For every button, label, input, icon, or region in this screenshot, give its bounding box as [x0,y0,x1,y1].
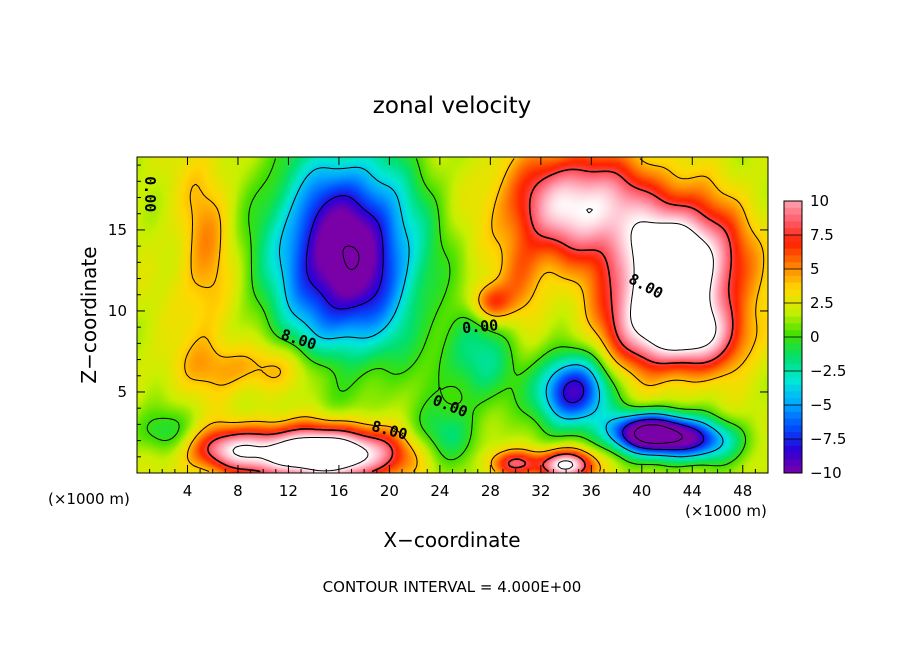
colorbar-segment [784,357,802,365]
x-tick-label: 16 [329,482,348,500]
contour-label: 0.00 [141,176,159,212]
colorbar-segment [784,228,802,236]
x-tick-label: 24 [430,482,449,500]
colorbar-segment [784,418,802,426]
colorbar-segment [784,466,802,474]
colorbar: 10 7.5 5 2.5 0 −2.5 −5 −7.5 −10 [783,192,846,482]
y-tick-label: 5 [117,383,127,401]
colorbar-segment [784,269,802,277]
contour-level-line [342,245,683,444]
y-axis-label: Z−coordinate [77,246,101,383]
colorbar-tick-label: 7.5 [810,226,834,244]
colorbar-tick-label: −2.5 [810,362,846,380]
x-tick-label: 36 [582,482,601,500]
x-tick-label: 48 [733,482,752,500]
colorbar-segment [784,221,802,229]
colorbar-segment [784,303,802,311]
contour-lines [146,158,765,473]
colorbar-segment [784,214,802,222]
colorbar-segment [784,364,802,372]
colorbar-segment [784,398,802,406]
x-tick-label: 40 [632,482,651,500]
colorbar-segment [784,323,802,331]
colorbar-segment [784,248,802,256]
colorbar-segment [784,377,802,386]
colorbar-segment [784,309,802,318]
colorbar-tick-label: 10 [810,192,829,210]
colorbar-tick-label: −10 [810,464,842,482]
colorbar-segment [784,207,802,216]
colorbar-tick-label: −5 [810,396,832,414]
contour-interval-note: CONTOUR INTERVAL = 4.000E+00 [323,578,582,596]
contour-level-line [184,158,765,472]
colorbar-segment [784,411,802,420]
colorbar-segment [784,235,802,243]
y-tick-label: 10 [108,302,127,320]
colorbar-segment [784,282,802,290]
chart-title: zonal velocity [373,93,531,119]
colorbar-segment [784,459,802,467]
colorbar-segment [784,452,802,460]
contour-level-line [279,166,724,458]
contour-level-line [232,208,717,472]
colorbar-segment [784,337,802,345]
x-tick-label: 32 [531,482,550,500]
colorbar-segment [784,330,802,338]
x-tick-label: 44 [683,482,702,500]
x-axis-label: X−coordinate [383,528,520,552]
x-tick-label: 20 [380,482,399,500]
colorbar-segment [784,384,802,392]
colorbar-segment [784,289,802,297]
colorbar-segment [784,371,802,379]
x-tick-label: 4 [183,482,193,500]
x-tick-label: 28 [481,482,500,500]
colorbar-segment [784,405,802,413]
x-tick-label: 12 [279,482,298,500]
colorbar-segment [784,343,802,352]
colorbar-segment [784,432,802,440]
x-axis-ticks: 4 8 12 16 20 24 28 32 36 40 44 48 [149,157,756,500]
colorbar-segment [784,262,802,270]
y-tick-label: 15 [108,221,127,239]
colorbar-tick-label: 0 [810,328,820,346]
colorbar-segment [784,350,802,358]
contour-level-line [146,158,746,468]
contour-level-line [207,168,734,473]
contour-label: 0.00 [461,316,499,337]
contour-level-line [305,195,705,451]
colorbar-segment [784,255,802,263]
colorbar-tick-label: 2.5 [810,294,834,312]
colorbar-tick-label: 5 [810,260,820,278]
x-tick-label: 8 [233,482,243,500]
colorbar-segment [784,241,802,250]
colorbar-segment [784,391,802,399]
colorbar-segment [784,275,802,284]
plot-area: 0.008.00 0.008.000.008.00 [136,156,769,474]
colorbar-segment [784,201,802,209]
colorbar-segment [784,439,802,447]
colorbar-segment [784,445,802,454]
colorbar-tick-label: −7.5 [810,430,846,448]
colorbar-segment [784,425,802,433]
x-unit-left: (×1000 m) [48,490,130,508]
colorbar-segment [784,316,802,324]
x-unit-right: (×1000 m) [685,502,767,520]
y-axis-ticks: 5 10 15 [108,164,768,458]
colorbar-segment [784,296,802,304]
